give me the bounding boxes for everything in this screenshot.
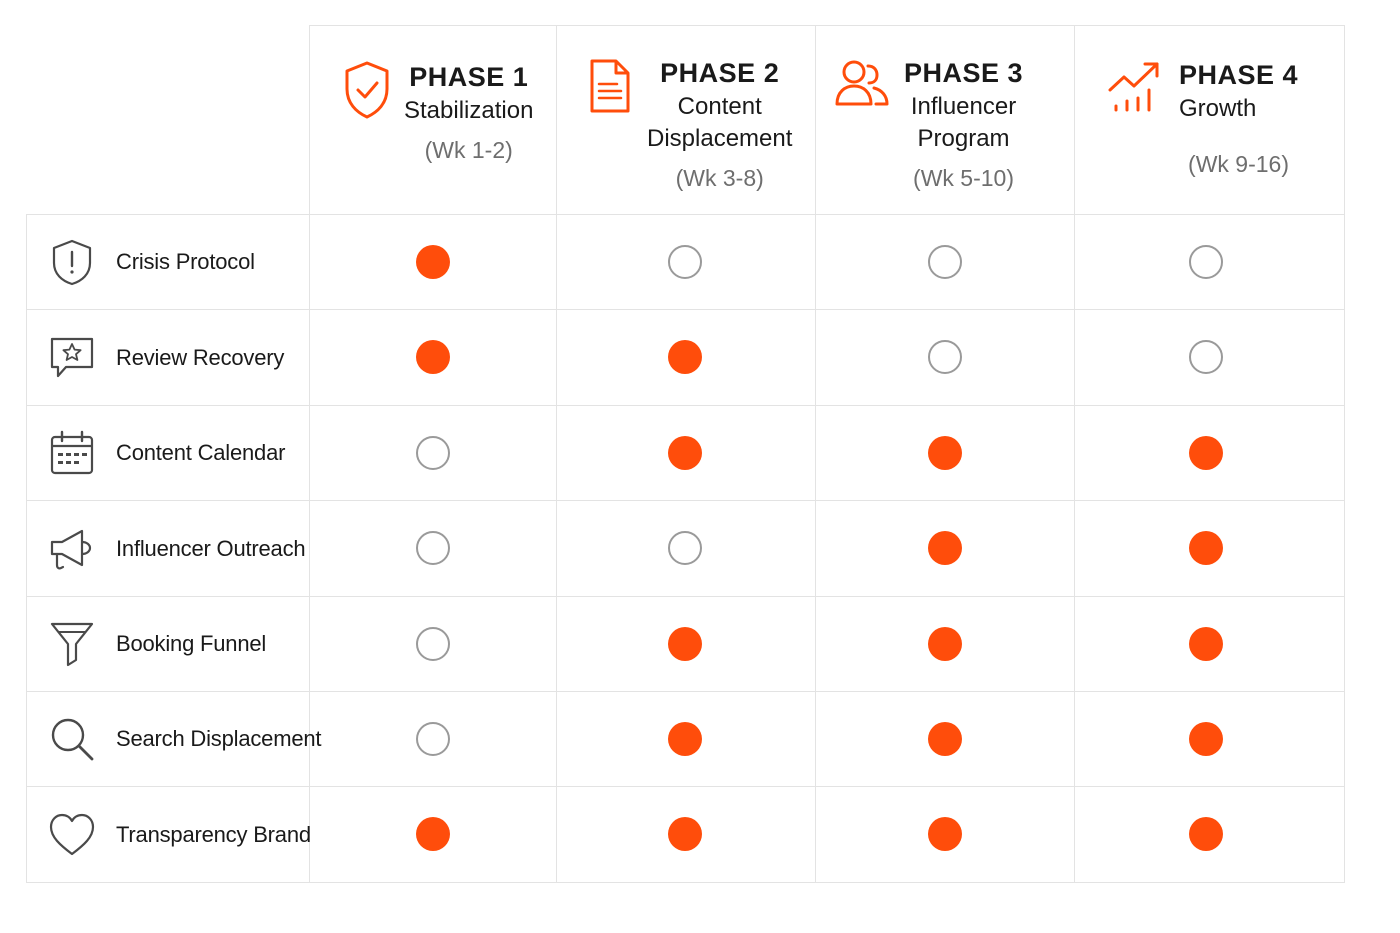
active-phase-dot [1189, 531, 1223, 565]
active-phase-dot [416, 340, 450, 374]
active-phase-dot [928, 531, 962, 565]
active-phase-dot [416, 244, 450, 279]
grid-line-vertical [1074, 25, 1075, 883]
grid-line-vertical [815, 25, 816, 883]
grid-line-horizontal [26, 691, 1345, 692]
megaphone-icon [50, 529, 92, 569]
document-icon [590, 59, 630, 113]
grid-line-horizontal [309, 25, 1345, 26]
active-phase-dot [928, 721, 962, 756]
phase-3-name-line-2: Program [917, 125, 1010, 152]
grid-line-horizontal [26, 214, 1345, 215]
row-label-text: Crisis Protocol [116, 249, 255, 274]
row-label-search-displacement: Search Displacement [26, 692, 321, 786]
phase-4-title: PHASE 4 [1179, 60, 1299, 90]
grid-line-horizontal [26, 500, 1345, 501]
active-phase-dot [416, 817, 450, 851]
grid-line-vertical [309, 25, 310, 883]
star-chat-icon [50, 337, 94, 377]
grid-line-vertical [26, 214, 27, 883]
active-phase-dot [668, 817, 702, 851]
active-phase-dot [928, 435, 962, 470]
row-label-text: Review Recovery [116, 344, 285, 370]
phase-2-name-line-1: Content [677, 93, 762, 120]
active-phase-dot [928, 817, 962, 851]
row-label-text: Booking Funnel [116, 631, 267, 656]
phase-3-weeks: (Wk 5-10) [913, 165, 1014, 191]
row-label-text: Content Calendar [116, 440, 286, 465]
row-label-booking-funnel: Booking Funnel [26, 597, 309, 691]
active-phase-dot [668, 340, 702, 374]
phase-1-name: Stabilization [404, 97, 534, 124]
inactive-phase-dot [416, 435, 450, 470]
row-label-text: Transparency Brand [116, 821, 311, 847]
inactive-phase-dot [928, 244, 962, 279]
row-label-text: Search Displacement [116, 726, 322, 751]
grid-line-horizontal [26, 405, 1345, 406]
phase-header-4: PHASE 4 Growth (Wk 9-16) [1075, 26, 1344, 214]
phase-header-3: PHASE 3 Influencer Program (Wk 5-10) [816, 26, 1074, 214]
inactive-phase-dot [668, 531, 702, 565]
phase-4-weeks: (Wk 9-16) [1188, 151, 1289, 177]
row-label-transparency-brand: Transparency Brand [26, 787, 311, 882]
row-label-influencer-outreach: Influencer Outreach [26, 501, 309, 596]
active-phase-dot [928, 626, 962, 661]
shield-alert-icon [52, 239, 92, 286]
people-icon [835, 60, 889, 106]
active-phase-dot [1189, 817, 1223, 851]
inactive-phase-dot [928, 340, 962, 374]
phase-2-title: PHASE 2 [660, 58, 780, 88]
phase-3-title: PHASE 3 [904, 58, 1024, 88]
row-label-crisis-protocol: Crisis Protocol [26, 215, 309, 309]
active-phase-dot [1189, 435, 1223, 470]
grid-line-horizontal [26, 309, 1345, 310]
row-label-content-calendar: Content Calendar [26, 406, 309, 500]
active-phase-dot [1189, 626, 1223, 661]
row-label-text: Influencer Outreach [116, 535, 306, 561]
grid-line-vertical [1344, 25, 1345, 883]
phase-2-weeks: (Wk 3-8) [675, 165, 764, 191]
row-label-review-recovery: Review Recovery [26, 310, 309, 405]
search-icon [51, 718, 94, 761]
inactive-phase-dot [1189, 340, 1223, 374]
phase-3-name-line-1: Influencer [910, 93, 1017, 120]
growth-chart-icon [1108, 62, 1159, 112]
active-phase-dot [668, 435, 702, 470]
grid-line-vertical [556, 25, 557, 883]
inactive-phase-dot [416, 721, 450, 756]
active-phase-dot [668, 721, 702, 756]
active-phase-dot [1189, 721, 1223, 756]
phase-2-name-line-2: Displacement [647, 125, 793, 152]
phase-1-weeks: (Wk 1-2) [424, 137, 513, 163]
inactive-phase-dot [668, 244, 702, 279]
shield-check-icon [345, 61, 389, 119]
heart-icon [49, 813, 95, 855]
inactive-phase-dot [1189, 244, 1223, 279]
grid-line-horizontal [26, 786, 1345, 787]
phase-1-title: PHASE 1 [409, 62, 529, 92]
phase-header-2: PHASE 2 Content Displacement (Wk 3-8) [557, 26, 815, 214]
inactive-phase-dot [416, 626, 450, 661]
grid-line-horizontal [26, 596, 1345, 597]
inactive-phase-dot [416, 531, 450, 565]
active-phase-dot [668, 626, 702, 661]
phase-header-1: PHASE 1 Stabilization (Wk 1-2) [310, 26, 556, 214]
phase-4-name: Growth [1179, 95, 1257, 122]
funnel-icon [50, 622, 94, 667]
calendar-icon [50, 430, 94, 475]
grid-line-horizontal [26, 882, 1345, 883]
